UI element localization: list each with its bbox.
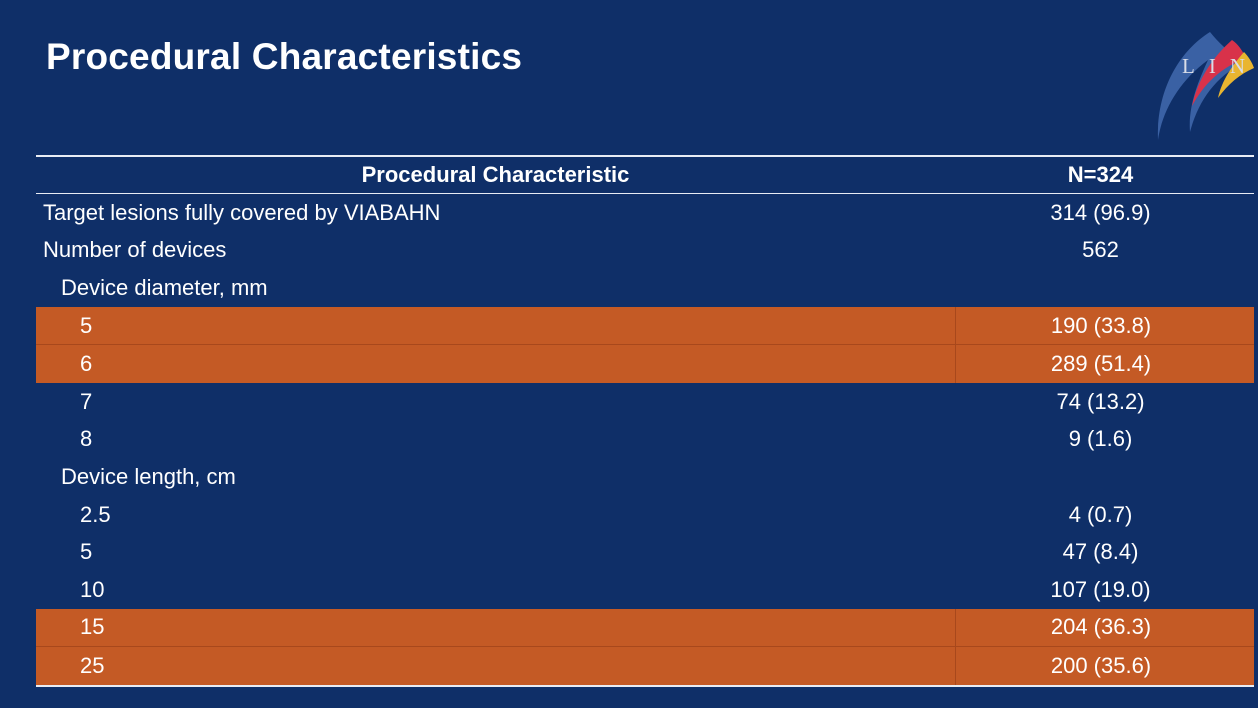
row-label: 5 [80, 539, 93, 565]
header-n: N=324 [1067, 162, 1134, 187]
table-row: 6 289 (51.4) [36, 344, 1254, 383]
slide-title: Procedural Characteristics [46, 36, 523, 77]
table-row: 8 9 (1.6) [36, 421, 1254, 459]
row-label: 5 [80, 312, 93, 338]
row-label: Device length, cm [61, 463, 236, 489]
table-row: 10 107 (19.0) [36, 571, 1254, 609]
table-row: 7 74 (13.2) [36, 383, 1254, 421]
row-label: 25 [80, 652, 105, 678]
row-value: 289 (51.4) [955, 345, 1254, 383]
row-label: 6 [80, 351, 93, 377]
table-row: Target lesions fully covered by VIABAHN 3… [36, 194, 1254, 232]
row-label: 10 [80, 576, 105, 602]
procedural-table: Procedural Characteristic N=324 Target l… [36, 155, 1254, 687]
row-value: 562 [1082, 237, 1119, 263]
logo-text: LINC [1182, 54, 1258, 78]
table-row: Device diameter, mm [36, 269, 1254, 307]
row-label: 8 [80, 426, 93, 452]
row-label: 15 [80, 614, 105, 640]
row-label: Number of devices [43, 237, 227, 263]
row-label: 7 [80, 388, 93, 414]
row-value: 204 (36.3) [955, 608, 1254, 647]
table-row: 15 204 (36.3) [36, 608, 1254, 647]
table-row: 25 200 (35.6) [36, 646, 1254, 685]
row-value: 47 (8.4) [1062, 539, 1139, 565]
header-characteristic: Procedural Characteristic [361, 162, 630, 187]
row-value: 107 (19.0) [1050, 576, 1151, 602]
row-value: 314 (96.9) [1050, 199, 1151, 225]
row-label: 2.5 [80, 501, 111, 527]
table-row: Number of devices 562 [36, 232, 1254, 270]
table-row: 5 190 (33.8) [36, 306, 1254, 345]
table-body: Target lesions fully covered by VIABAHN 3… [36, 194, 1254, 685]
linc-logo-icon [1157, 32, 1254, 140]
row-value: 9 (1.6) [1068, 426, 1133, 452]
row-label: Target lesions fully covered by VIABAHN [43, 199, 441, 225]
table-row: Device length, cm [36, 458, 1254, 496]
table-row: 2.5 4 (0.7) [36, 496, 1254, 534]
row-value: 4 (0.7) [1068, 501, 1133, 527]
row-label: Device diameter, mm [61, 274, 268, 300]
table-row: 5 47 (8.4) [36, 533, 1254, 571]
row-value: 190 (33.8) [955, 306, 1254, 345]
row-value: 74 (13.2) [1056, 388, 1145, 414]
row-value: 200 (35.6) [955, 647, 1254, 685]
table-header-row: Procedural Characteristic N=324 [36, 157, 1254, 194]
